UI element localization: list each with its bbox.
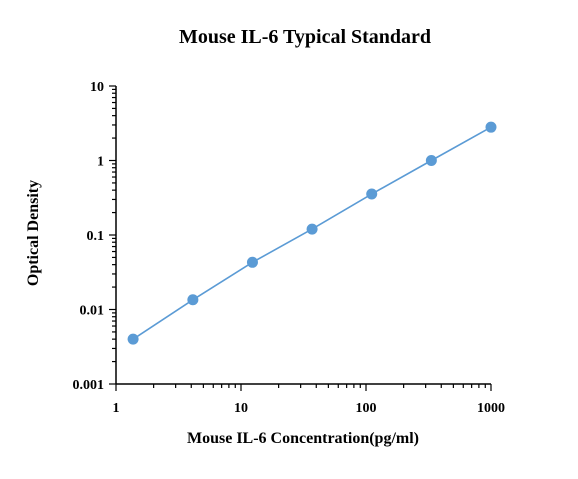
x-tick-label: 10: [234, 401, 248, 416]
x-tick-label: 1000: [477, 401, 505, 416]
data-point: [246, 256, 258, 268]
chart-title: Mouse IL-6 Typical Standard: [179, 26, 431, 48]
x-axis-label: Mouse IL-6 Concentration(pg/ml): [187, 430, 419, 447]
x-tick-label: 1: [113, 401, 120, 416]
y-tick-label: 10: [90, 80, 104, 95]
y-tick-label: 0.01: [80, 304, 105, 319]
data-point: [366, 188, 378, 200]
data-point: [306, 223, 318, 235]
axis-ticks: [109, 85, 492, 391]
y-tick-label: 0.1: [87, 229, 105, 244]
data-point: [127, 333, 139, 345]
tick-labels: 1 10 100 1000 0.001 0.01 0.1 1 10: [73, 80, 506, 416]
y-axis-label: Optical Density: [25, 180, 42, 286]
axes: [115, 86, 491, 385]
x-tick-label: 100: [356, 401, 377, 416]
y-tick-label: 1: [97, 155, 104, 170]
y-tick-label: 0.001: [73, 378, 105, 393]
data-point: [187, 294, 199, 306]
plot-area: [127, 121, 497, 345]
data-point: [485, 121, 497, 133]
data-point: [425, 155, 437, 166]
